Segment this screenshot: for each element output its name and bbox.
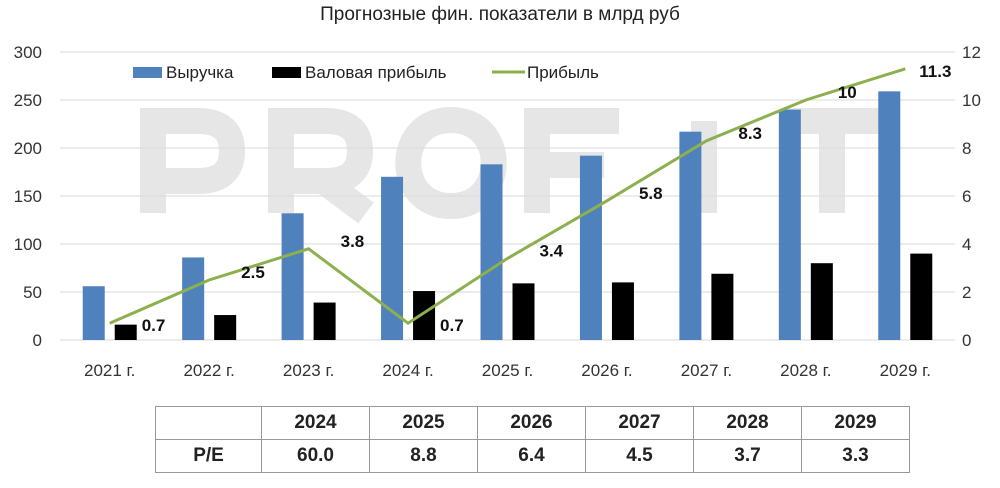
table-year: 2024 — [261, 406, 370, 440]
x-tick-label: 2024 г. — [382, 361, 433, 380]
legend-label: Выручка — [166, 63, 234, 82]
x-tick-label: 2026 г. — [581, 361, 632, 380]
bar-gross-profit — [413, 291, 436, 340]
y-right-tick-label: 4 — [962, 235, 971, 254]
bar-gross-profit — [114, 324, 137, 340]
y-right-tick-label: 6 — [962, 187, 971, 206]
x-tick-label: 2028 г. — [780, 361, 831, 380]
bar-revenue — [679, 131, 702, 340]
chart-svg: 0 50 100 150 200 250 300 0 2 4 6 8 10 12 2021 г. 2022 г… — [14, 43, 981, 380]
table-year: 2028 — [693, 406, 802, 440]
bar-gross-profit — [313, 302, 336, 340]
table-value: 6.4 — [477, 439, 586, 473]
y-left-tick-label: 300 — [14, 43, 42, 62]
profit-data-label: 8.3 — [738, 124, 762, 143]
bar-revenue — [182, 257, 205, 340]
bar-revenue — [480, 164, 503, 340]
chart-title: Прогнозные фин. показатели в млрд руб — [320, 4, 680, 25]
bar-revenue — [381, 176, 404, 340]
table-row: P/E 60.0 8.8 6.4 4.5 3.7 3.3 — [155, 439, 910, 473]
bar-gross-profit — [214, 315, 237, 340]
table-year: 2029 — [801, 406, 910, 440]
bar-gross-profit — [910, 253, 933, 340]
profit-data-label: 10 — [838, 83, 857, 102]
bar-gross-profit — [512, 283, 535, 340]
y-left-tick-label: 50 — [23, 283, 42, 302]
legend-label: Прибыль — [527, 63, 599, 82]
table-header-row: 2024 2025 2026 2027 2028 2029 — [155, 406, 910, 440]
table-value: 3.3 — [801, 439, 910, 473]
pe-table: 2024 2025 2026 2027 2028 2029 P/E 60.0 8… — [155, 406, 910, 473]
y-right-tick-label: 2 — [962, 283, 971, 302]
bar-revenue — [579, 155, 602, 340]
table-value: 8.8 — [369, 439, 478, 473]
legend-swatch-gross-profit — [272, 67, 301, 78]
profit-data-label: 3.4 — [540, 241, 564, 260]
profit-data-label: 5.8 — [639, 184, 663, 203]
table-year: 2025 — [369, 406, 478, 440]
table-corner-cell — [155, 406, 262, 440]
profit-data-label: 3.8 — [341, 232, 365, 251]
profit-data-label: 0.7 — [440, 316, 464, 335]
table-year: 2027 — [585, 406, 694, 440]
legend-swatch-revenue — [133, 67, 162, 78]
x-tick-label: 2022 г. — [183, 361, 234, 380]
watermark-letter — [395, 106, 507, 220]
y-right-tick-label: 12 — [962, 43, 981, 62]
bar-gross-profit — [810, 263, 833, 340]
legend-label: Валовая прибыль — [305, 63, 447, 82]
y-left-tick-label: 100 — [14, 235, 42, 254]
y-left-tick-label: 150 — [14, 187, 42, 206]
profit-data-label: 11.3 — [919, 62, 951, 81]
bar-gross-profit — [711, 273, 734, 340]
bar-gross-profit — [611, 282, 634, 340]
profit-data-label: 0.7 — [142, 316, 166, 335]
table-row-label: P/E — [155, 439, 262, 473]
y-left-tick-label: 0 — [33, 331, 42, 350]
profit-data-label: 2.5 — [241, 263, 265, 282]
x-tick-label: 2027 г. — [681, 361, 732, 380]
line-profit — [109, 67, 906, 326]
x-tick-label: 2023 г. — [283, 361, 334, 380]
table-value: 4.5 — [585, 439, 694, 473]
watermark-logo — [140, 106, 880, 224]
y-right-tick-label: 10 — [962, 91, 981, 110]
y-right-tick-label: 8 — [962, 139, 971, 158]
bar-revenue — [82, 286, 105, 340]
table-year: 2026 — [477, 406, 586, 440]
watermark-letter — [268, 108, 374, 224]
x-tick-label: 2029 г. — [880, 361, 931, 380]
table-value: 60.0 — [261, 439, 370, 473]
bar-revenue — [878, 91, 901, 340]
x-tick-label: 2025 г. — [482, 361, 533, 380]
x-tick-label: 2021 г. — [84, 361, 135, 380]
watermark-letter — [140, 108, 246, 213]
y-left-tick-label: 200 — [14, 139, 42, 158]
bar-revenue — [281, 213, 304, 340]
bar-revenue — [778, 109, 801, 340]
y-right-tick-label: 0 — [962, 331, 971, 350]
table-value: 3.7 — [693, 439, 802, 473]
y-left-tick-label: 250 — [14, 91, 42, 110]
